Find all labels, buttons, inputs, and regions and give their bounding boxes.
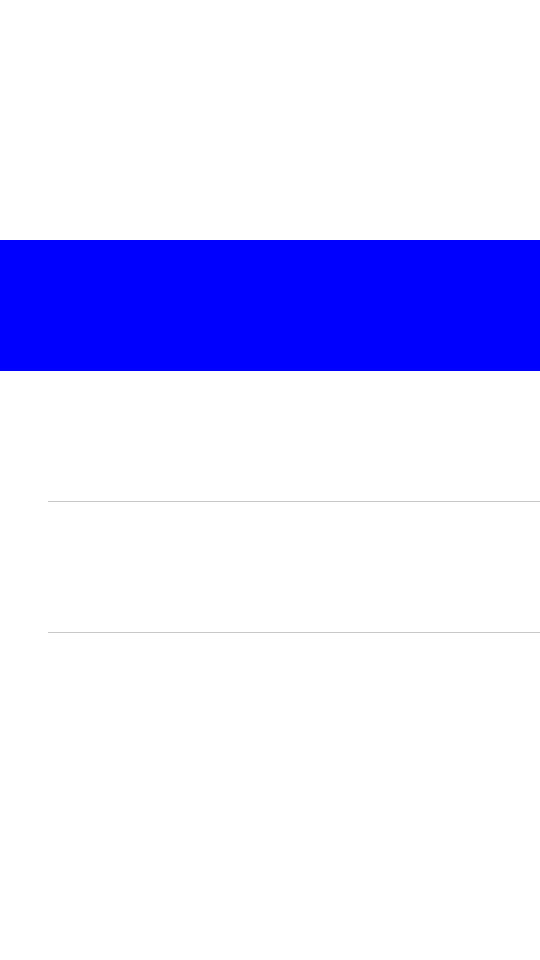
top-blank-area (0, 0, 540, 240)
row-divider (48, 632, 540, 633)
row-divider (48, 501, 540, 502)
list-item-selected[interactable] (0, 240, 540, 371)
list-item[interactable] (0, 371, 540, 502)
list-item[interactable] (0, 502, 540, 633)
item-list (0, 240, 540, 633)
